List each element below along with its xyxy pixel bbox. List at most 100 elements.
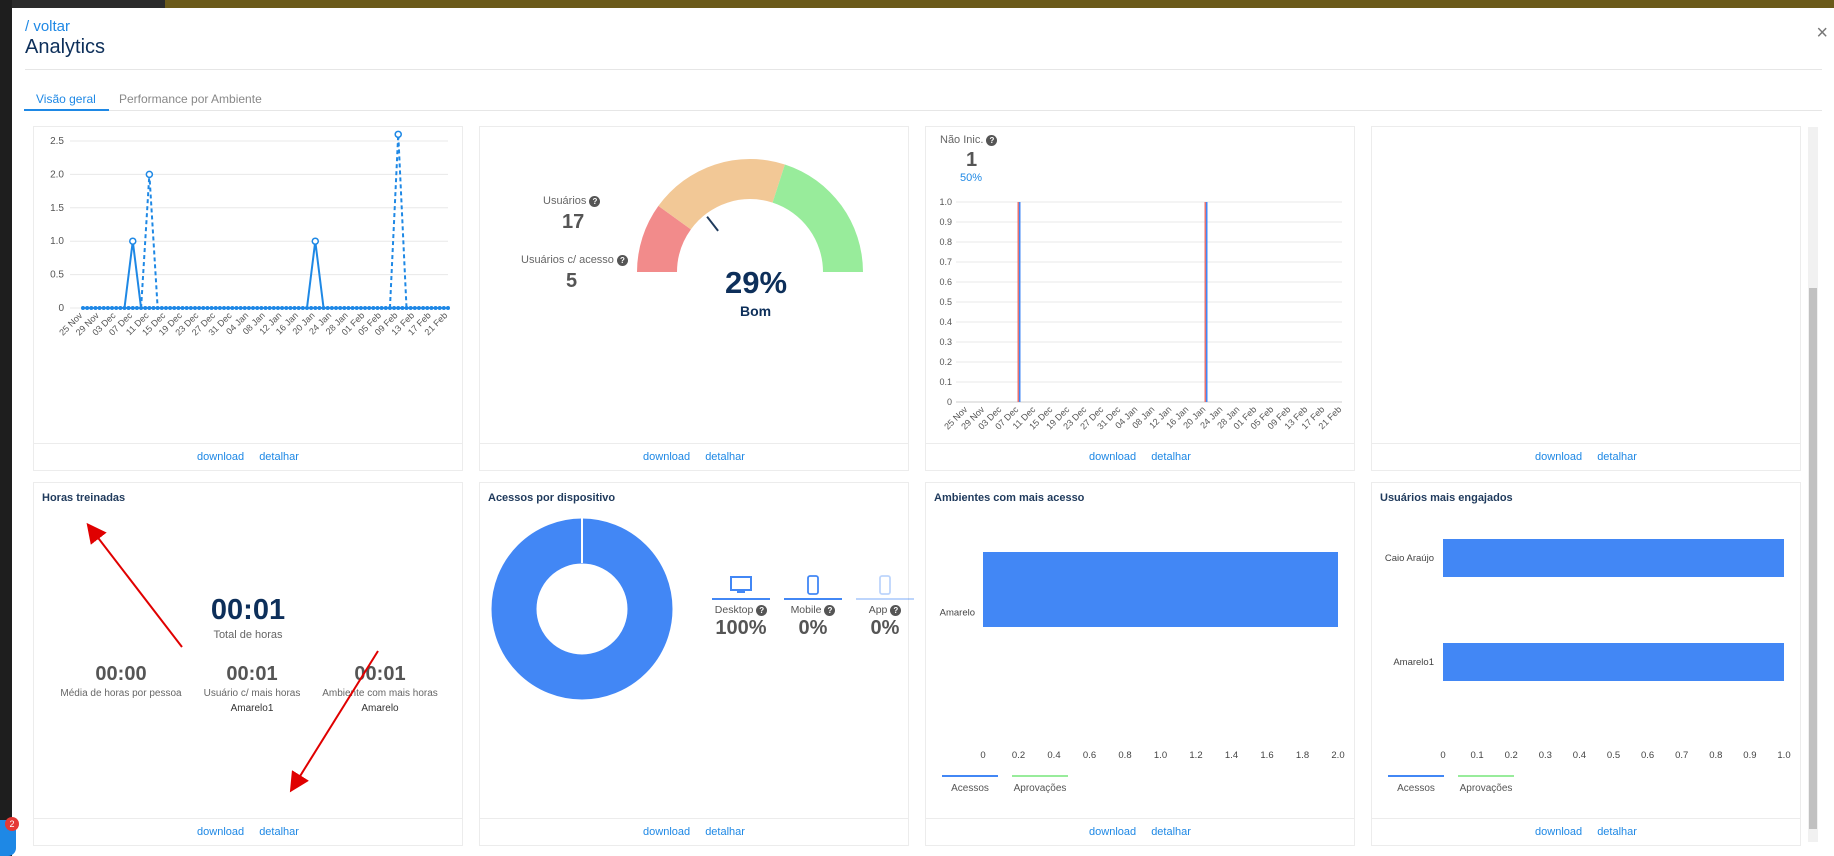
card-title: Ambientes com mais acesso xyxy=(934,492,1085,504)
data-point xyxy=(412,306,417,310)
data-point xyxy=(325,306,330,310)
empty-card: download detalhar xyxy=(1371,126,1801,471)
data-point xyxy=(110,306,115,310)
x-tick-label: 0.4 xyxy=(1047,750,1060,761)
back-link[interactable]: / voltar xyxy=(25,18,71,35)
data-point xyxy=(311,237,320,245)
download-link[interactable]: download xyxy=(1535,826,1583,838)
help-icon[interactable]: ? xyxy=(617,254,628,266)
x-tick-label: 0 xyxy=(980,750,985,761)
data-point xyxy=(226,306,231,310)
help-icon[interactable]: ? xyxy=(986,134,998,146)
detalhar-link[interactable]: detalhar xyxy=(705,451,745,463)
mobile-icon xyxy=(782,575,844,595)
data-point xyxy=(379,306,384,310)
detalhar-link[interactable]: detalhar xyxy=(259,451,299,463)
usuario-horas-label: Usuário c/ mais horas xyxy=(203,688,301,699)
data-point xyxy=(145,170,154,179)
download-link[interactable]: download xyxy=(1089,451,1137,463)
data-point xyxy=(197,306,202,310)
card-footer: download detalhar xyxy=(1372,443,1800,470)
x-tick-label: 0.2 xyxy=(1012,750,1025,761)
download-link[interactable]: download xyxy=(1089,826,1137,838)
device-underline xyxy=(712,598,770,600)
detalhar-link[interactable]: detalhar xyxy=(1597,451,1637,463)
tab-visao-geral[interactable]: Visão geral xyxy=(36,92,96,106)
detalhar-link[interactable]: detalhar xyxy=(1597,826,1637,838)
close-icon[interactable]: × xyxy=(1816,22,1828,44)
data-point xyxy=(446,306,450,310)
download-link[interactable]: download xyxy=(643,451,691,463)
x-tick-label: 0.5 xyxy=(1607,750,1620,761)
bar xyxy=(983,552,1338,627)
data-point xyxy=(367,306,372,310)
notification-badge: 2 xyxy=(5,817,19,831)
data-point xyxy=(255,306,260,310)
data-point xyxy=(300,306,305,310)
gauge-percent: 29% xyxy=(725,265,788,300)
help-icon[interactable]: ? xyxy=(756,604,768,616)
ambientes-acesso-card: Ambientes com mais acesso Amarelo 0 0.2 0.4… xyxy=(925,482,1355,846)
card-title: Acessos por dispositivo xyxy=(488,492,616,504)
help-icon[interactable]: ? xyxy=(589,195,601,207)
data-point xyxy=(130,306,135,310)
annotation-arrow-down xyxy=(289,650,379,793)
x-tick-label: 0.8 xyxy=(1709,750,1722,761)
card-footer: download detalhar xyxy=(34,443,462,470)
detalhar-link[interactable]: detalhar xyxy=(259,826,299,838)
help-icon[interactable]: ? xyxy=(824,604,836,616)
device-stat-app: App ? 0% xyxy=(854,575,916,640)
download-link[interactable]: download xyxy=(643,826,691,838)
download-link[interactable]: download xyxy=(197,826,245,838)
x-tick-label: 0.2 xyxy=(1505,750,1518,761)
bar xyxy=(1019,202,1021,402)
legend-label-acessos: Acessos xyxy=(951,783,989,794)
data-point xyxy=(93,306,98,310)
page-title: Analytics xyxy=(25,36,106,58)
data-point xyxy=(246,306,251,310)
ambiente-horas-label: Ambiente com mais horas xyxy=(322,688,438,699)
detalhar-link[interactable]: detalhar xyxy=(1151,826,1191,838)
data-point xyxy=(180,306,185,310)
detalhar-link[interactable]: detalhar xyxy=(705,826,745,838)
download-link[interactable]: download xyxy=(1535,451,1583,463)
detalhar-link[interactable]: detalhar xyxy=(1151,451,1191,463)
users-gauge-card: Usuários ? 17 Usuários c/ acesso ? 5 29%… xyxy=(479,126,909,471)
data-point xyxy=(188,306,193,310)
data-point xyxy=(105,306,110,310)
data-point xyxy=(280,306,285,310)
y-tick-label: 0.7 xyxy=(939,257,952,267)
card-footer: download detalhar xyxy=(926,443,1354,470)
y-tick-label: 1.5 xyxy=(50,203,64,214)
data-point xyxy=(238,306,243,310)
help-icon[interactable]: ? xyxy=(890,604,902,616)
data-point xyxy=(350,306,355,310)
bar xyxy=(1206,202,1208,402)
scrollbar-thumb[interactable] xyxy=(1809,288,1817,829)
category-label: Amarelo1 xyxy=(1393,657,1434,668)
bar xyxy=(1443,643,1784,681)
engagement-gauge xyxy=(637,158,863,272)
bar xyxy=(1443,539,1784,577)
x-tick-label: 1.0 xyxy=(1154,750,1167,761)
data-point xyxy=(101,306,106,310)
y-tick-label: 1.0 xyxy=(50,236,64,247)
category-label: Amarelo xyxy=(940,608,975,619)
gauge-status: Bom xyxy=(740,303,772,319)
nao-iniciados-value: 1 xyxy=(966,149,978,171)
tab-performance-por-ambiente[interactable]: Performance por Ambiente xyxy=(119,92,262,106)
gauge-segment-orange xyxy=(658,158,785,230)
data-point xyxy=(184,306,189,310)
usuarios-label: Usuários ? xyxy=(543,195,601,207)
data-point xyxy=(126,306,131,310)
data-point xyxy=(97,306,102,310)
media-horas-label: Média de horas por pessoa xyxy=(60,688,182,699)
data-point xyxy=(209,306,214,310)
card-title: Horas treinadas xyxy=(42,492,126,504)
x-tick-label: 0.6 xyxy=(1083,750,1096,761)
data-point xyxy=(201,306,206,310)
download-link[interactable]: download xyxy=(197,451,245,463)
x-tick-label: 1.6 xyxy=(1260,750,1273,761)
nao-iniciados-label: Não Inic. ? xyxy=(940,134,998,146)
acessos-dispositivo-card: Acessos por dispositivo Desktop ? 100% M… xyxy=(479,482,914,846)
